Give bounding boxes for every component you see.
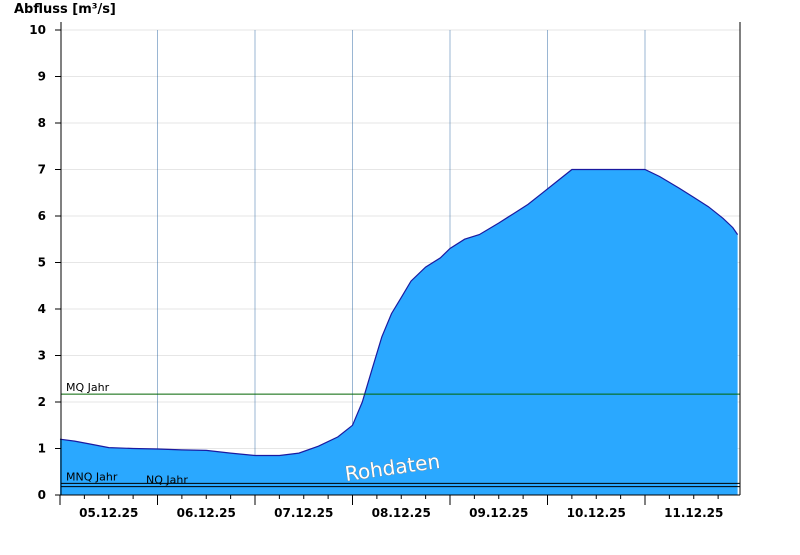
y-axis-label: Abfluss [m³/s] <box>14 2 116 17</box>
x-tick-label: 08.12.25 <box>372 506 431 520</box>
reference-line-label: MQ Jahr <box>66 381 110 394</box>
area-layer <box>59 168 739 495</box>
x-tick-label: 05.12.25 <box>79 506 138 520</box>
y-tick-label: 10 <box>29 23 46 37</box>
x-tick-label: 09.12.25 <box>469 506 528 520</box>
reference-lines-layer: MQ Jahr MNQ Jahr NQ Jahr <box>61 381 740 488</box>
area-fill <box>60 169 738 495</box>
area-line <box>59 168 739 457</box>
reference-line-label: NQ Jahr <box>146 474 188 487</box>
x-tick-label: 07.12.25 <box>274 506 333 520</box>
y-tick-label: 4 <box>38 302 46 316</box>
y-tick-label: 8 <box>38 116 46 130</box>
axis-layer: 0 1 2 3 4 5 6 7 8 9 10 05.12.25 06.12.25 07.12.25 08.1… <box>29 22 741 520</box>
y-tick-label: 1 <box>38 442 46 456</box>
x-tick-label: 11.12.25 <box>664 506 723 520</box>
y-tick-label: 0 <box>38 488 46 502</box>
y-tick-label: 7 <box>38 163 46 177</box>
reference-line-label: MNQ Jahr <box>66 470 118 483</box>
y-tick-label: 5 <box>38 256 46 270</box>
y-tick-label: 9 <box>38 70 46 84</box>
y-tick-label: 3 <box>38 349 46 363</box>
y-tick-label: 2 <box>38 395 46 409</box>
y-tick-label: 6 <box>38 209 46 223</box>
x-tick-label: 10.12.25 <box>567 506 626 520</box>
x-tick-label: 06.12.25 <box>177 506 236 520</box>
